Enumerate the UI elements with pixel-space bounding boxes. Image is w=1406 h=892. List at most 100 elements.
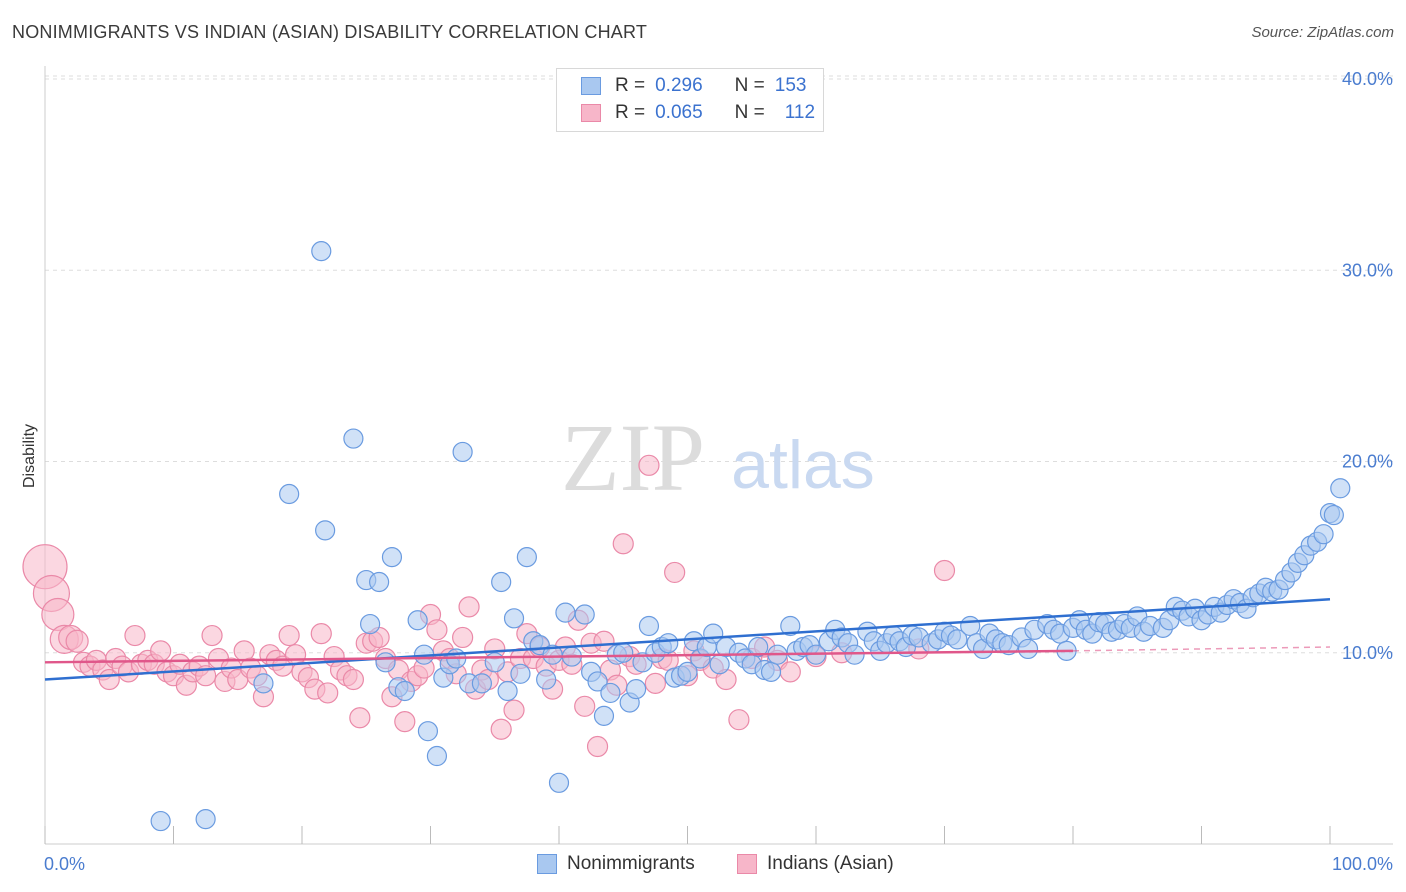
nonimmigrant-point [960, 615, 981, 637]
nonimmigrant-point [311, 241, 332, 262]
nonimmigrant-point [555, 602, 576, 623]
watermark: ZIP atlas [561, 404, 875, 511]
indian-asian-point [342, 668, 364, 691]
nonimmigrant-point [369, 571, 390, 593]
x-tick-label: 0.0% [44, 854, 85, 874]
indian-asian-point [503, 699, 525, 721]
nonimmigrant-point [574, 604, 595, 625]
bottom-legend-nonimmigrants: Nonimmigrants [537, 852, 695, 876]
nonimmigrant-point [279, 483, 300, 505]
nonimmigrant-point [677, 661, 698, 682]
nonimmigrant-point [253, 673, 274, 694]
axes [44, 66, 1393, 845]
grid-lines [45, 75, 1393, 654]
nonimmigrant-point [536, 669, 557, 690]
nonimmigrant-point [360, 613, 381, 635]
indian-asian-point [426, 619, 448, 641]
indian-asian-point [394, 710, 416, 733]
indian-asian-point [317, 682, 339, 704]
legend-n-label: N = [734, 75, 765, 96]
nonimmigrant-point [593, 705, 615, 726]
indian-asian-point [124, 624, 146, 647]
nonimmigrant-point [587, 671, 608, 692]
nonimmigrant-point [709, 654, 730, 675]
indian-asian-point [728, 709, 750, 731]
nonimmigrant-point [658, 633, 679, 654]
nonimmigrant-point [315, 520, 336, 541]
nonimmigrant-point [510, 663, 531, 684]
bottom-legend-label: Indians (Asian) [767, 853, 894, 874]
nonimmigrant-point [195, 809, 216, 830]
indian-asian-point [490, 718, 512, 740]
y-axis-title: Disability [21, 424, 38, 488]
indian-asian-point [278, 624, 300, 647]
nonimmigrant-point [417, 721, 439, 742]
y-tick-label: 20.0% [1342, 452, 1393, 472]
indian-asian-point [452, 626, 474, 649]
indian-asian-point [574, 695, 596, 717]
nonimmigrant-point [491, 571, 512, 593]
nonimmigrant-point [760, 661, 782, 682]
nonimmigrant-point [638, 615, 660, 637]
nonimmigrant-trend-line [44, 597, 1331, 681]
nonimmigrant-point [503, 608, 525, 629]
nonimmigrant-point [1017, 638, 1039, 660]
indian-asian-point [201, 624, 223, 647]
nonimmigrant-point [394, 680, 415, 702]
indian-asian-point [593, 630, 615, 652]
nonimmigrant-point [452, 441, 473, 463]
indian-asian-trend-line [44, 649, 1074, 664]
nonimmigrant-point [600, 682, 621, 704]
nonimmigrant-point [613, 642, 634, 663]
y-tick-label: 30.0% [1342, 260, 1393, 280]
indian-asian-point [638, 454, 660, 476]
watermark-zip: ZIP [561, 404, 705, 511]
legend-row-indians: R = 0.065 N = 112 [581, 100, 815, 126]
indian-asian-trend-extension [1072, 646, 1331, 652]
legend-n-value: 153 [774, 75, 807, 96]
nonimmigrant-point [150, 810, 171, 832]
indian-asian-point [644, 672, 666, 694]
legend-n-label: N = [734, 102, 765, 123]
nonimmigrant-point [516, 547, 537, 568]
nonimmigrant-point [748, 636, 769, 658]
indian-asian-point [65, 629, 89, 653]
nonimmigrant-point [426, 745, 448, 767]
y-tick-label: 40.0% [1342, 69, 1393, 89]
x-tick-label: 100.0% [1332, 854, 1393, 874]
nonimmigrant-point [471, 673, 492, 694]
legend-swatch-pink [581, 104, 601, 122]
bottom-legend-label: Nonimmigrants [567, 853, 695, 874]
legend-r-label: R = [615, 75, 646, 96]
indian-asian-point [933, 559, 956, 582]
nonimmigrant-point [947, 629, 968, 650]
bottom-legend-indians: Indians (Asian) [737, 852, 894, 876]
indian-asian-point [150, 640, 172, 662]
nonimmigrant-point [548, 772, 570, 793]
indian-asian-point [586, 735, 609, 758]
nonimmigrant-point [844, 644, 865, 665]
indian-asian-point [458, 596, 480, 618]
bottom-legend-swatch-pink [737, 854, 757, 874]
nonimmigrant-point [1313, 524, 1334, 545]
legend-row-nonimmigrants: R = 0.296 N = 153 [581, 73, 806, 99]
nonimmigrant-point [497, 680, 518, 702]
legend-swatch-blue [581, 77, 601, 95]
nonimmigrant-point [780, 615, 801, 637]
indian-asian-point [664, 561, 686, 584]
indian-asian-point [779, 661, 801, 683]
nonimmigrant-point [1323, 504, 1344, 526]
indian-asian-point [612, 533, 634, 555]
indian-asian-point [349, 707, 371, 729]
nonimmigrant-point [343, 428, 364, 449]
y-tick-label: 10.0% [1342, 643, 1393, 663]
stats-legend: R = 0.296 N = 153 R = 0.065 N = 112 [556, 68, 824, 132]
watermark-atlas: atlas [731, 427, 875, 503]
nonimmigrant-point [375, 652, 396, 673]
nonimmigrant-points [150, 241, 1351, 832]
legend-r-value: 0.296 [655, 75, 703, 96]
legend-r-label: R = [615, 102, 646, 123]
nonimmigrant-point [484, 652, 505, 673]
chart-source: Source: ZipAtlas.com [1251, 24, 1394, 41]
